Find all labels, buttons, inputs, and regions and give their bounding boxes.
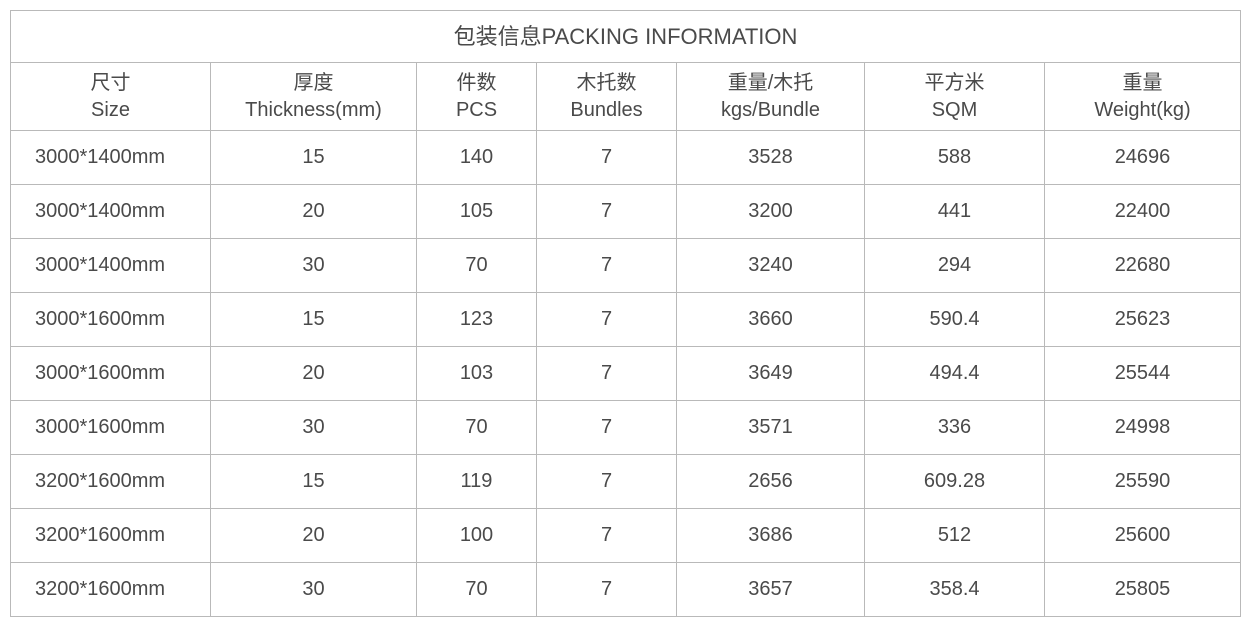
cell-size: 3000*1400mm	[11, 185, 211, 239]
cell-sqm: 336	[865, 401, 1045, 455]
cell-weight: 22400	[1045, 185, 1241, 239]
cell-sqm: 590.4	[865, 293, 1045, 347]
cell-thickness: 30	[211, 239, 417, 293]
cell-size: 3200*1600mm	[11, 563, 211, 617]
cell-weight: 24998	[1045, 401, 1241, 455]
table-row: 3000*1400mm 20 105 7 3200 441 22400	[11, 185, 1241, 239]
cell-sqm: 358.4	[865, 563, 1045, 617]
table-row: 3200*1600mm 30 70 7 3657 358.4 25805	[11, 563, 1241, 617]
cell-thickness: 15	[211, 455, 417, 509]
col-header-label: 厚度	[211, 70, 416, 97]
cell-weight: 22680	[1045, 239, 1241, 293]
cell-bundles: 7	[537, 455, 677, 509]
col-header-label: 件数	[417, 70, 536, 97]
col-header-label: Weight(kg)	[1045, 97, 1240, 124]
cell-pcs: 100	[417, 509, 537, 563]
col-header-label: Bundles	[537, 97, 676, 124]
cell-sqm: 609.28	[865, 455, 1045, 509]
cell-thickness: 20	[211, 185, 417, 239]
cell-bundles: 7	[537, 239, 677, 293]
table-row: 3000*1600mm 20 103 7 3649 494.4 25544	[11, 347, 1241, 401]
cell-thickness: 30	[211, 563, 417, 617]
cell-size: 3000*1600mm	[11, 401, 211, 455]
cell-weight: 25805	[1045, 563, 1241, 617]
cell-pcs: 103	[417, 347, 537, 401]
col-header-label: kgs/Bundle	[677, 97, 864, 124]
cell-bundles: 7	[537, 347, 677, 401]
col-header-label: SQM	[865, 97, 1044, 124]
table-body: 3000*1400mm 15 140 7 3528 588 24696 3000…	[11, 131, 1241, 617]
table-title: 包装信息PACKING INFORMATION	[11, 11, 1241, 63]
cell-thickness: 15	[211, 131, 417, 185]
cell-thickness: 20	[211, 347, 417, 401]
cell-pcs: 70	[417, 563, 537, 617]
cell-weight: 25623	[1045, 293, 1241, 347]
cell-weight: 25590	[1045, 455, 1241, 509]
cell-pcs: 140	[417, 131, 537, 185]
cell-bundles: 7	[537, 131, 677, 185]
cell-size: 3200*1600mm	[11, 509, 211, 563]
cell-thickness: 20	[211, 509, 417, 563]
table-row: 3000*1400mm 15 140 7 3528 588 24696	[11, 131, 1241, 185]
cell-sqm: 494.4	[865, 347, 1045, 401]
col-header-label: Size	[11, 97, 210, 124]
cell-size: 3000*1400mm	[11, 239, 211, 293]
table-row: 3200*1600mm 15 119 7 2656 609.28 25590	[11, 455, 1241, 509]
cell-kgs-per-bundle: 3660	[677, 293, 865, 347]
cell-size: 3000*1600mm	[11, 293, 211, 347]
cell-pcs: 119	[417, 455, 537, 509]
col-header-kgs-per-bundle: 重量/木托 kgs/Bundle	[677, 63, 865, 131]
cell-sqm: 512	[865, 509, 1045, 563]
cell-kgs-per-bundle: 3240	[677, 239, 865, 293]
packing-info-table: 包装信息PACKING INFORMATION 尺寸 Size 厚度 Thick…	[10, 10, 1241, 617]
col-header-label: 重量/木托	[677, 70, 864, 97]
cell-sqm: 441	[865, 185, 1045, 239]
cell-size: 3000*1600mm	[11, 347, 211, 401]
col-header-weight: 重量 Weight(kg)	[1045, 63, 1241, 131]
table-header-row: 尺寸 Size 厚度 Thickness(mm) 件数 PCS 木托数 Bund…	[11, 63, 1241, 131]
cell-pcs: 105	[417, 185, 537, 239]
col-header-pcs: 件数 PCS	[417, 63, 537, 131]
cell-bundles: 7	[537, 563, 677, 617]
cell-kgs-per-bundle: 3200	[677, 185, 865, 239]
cell-bundles: 7	[537, 509, 677, 563]
cell-size: 3200*1600mm	[11, 455, 211, 509]
cell-bundles: 7	[537, 293, 677, 347]
col-header-label: Thickness(mm)	[211, 97, 416, 124]
cell-kgs-per-bundle: 3686	[677, 509, 865, 563]
col-header-label: 尺寸	[11, 70, 210, 97]
cell-thickness: 15	[211, 293, 417, 347]
cell-thickness: 30	[211, 401, 417, 455]
col-header-label: 平方米	[865, 70, 1044, 97]
col-header-size: 尺寸 Size	[11, 63, 211, 131]
cell-sqm: 294	[865, 239, 1045, 293]
cell-weight: 24696	[1045, 131, 1241, 185]
table-row: 3200*1600mm 20 100 7 3686 512 25600	[11, 509, 1241, 563]
cell-bundles: 7	[537, 401, 677, 455]
col-header-label: 木托数	[537, 70, 676, 97]
cell-kgs-per-bundle: 3649	[677, 347, 865, 401]
cell-weight: 25600	[1045, 509, 1241, 563]
table-row: 3000*1400mm 30 70 7 3240 294 22680	[11, 239, 1241, 293]
cell-pcs: 70	[417, 401, 537, 455]
cell-bundles: 7	[537, 185, 677, 239]
cell-kgs-per-bundle: 3528	[677, 131, 865, 185]
col-header-sqm: 平方米 SQM	[865, 63, 1045, 131]
cell-kgs-per-bundle: 3657	[677, 563, 865, 617]
table-row: 3000*1600mm 15 123 7 3660 590.4 25623	[11, 293, 1241, 347]
table-row: 3000*1600mm 30 70 7 3571 336 24998	[11, 401, 1241, 455]
col-header-bundles: 木托数 Bundles	[537, 63, 677, 131]
cell-size: 3000*1400mm	[11, 131, 211, 185]
col-header-label: 重量	[1045, 70, 1240, 97]
cell-sqm: 588	[865, 131, 1045, 185]
cell-pcs: 70	[417, 239, 537, 293]
cell-kgs-per-bundle: 2656	[677, 455, 865, 509]
col-header-label: PCS	[417, 97, 536, 124]
cell-pcs: 123	[417, 293, 537, 347]
cell-weight: 25544	[1045, 347, 1241, 401]
col-header-thickness: 厚度 Thickness(mm)	[211, 63, 417, 131]
cell-kgs-per-bundle: 3571	[677, 401, 865, 455]
